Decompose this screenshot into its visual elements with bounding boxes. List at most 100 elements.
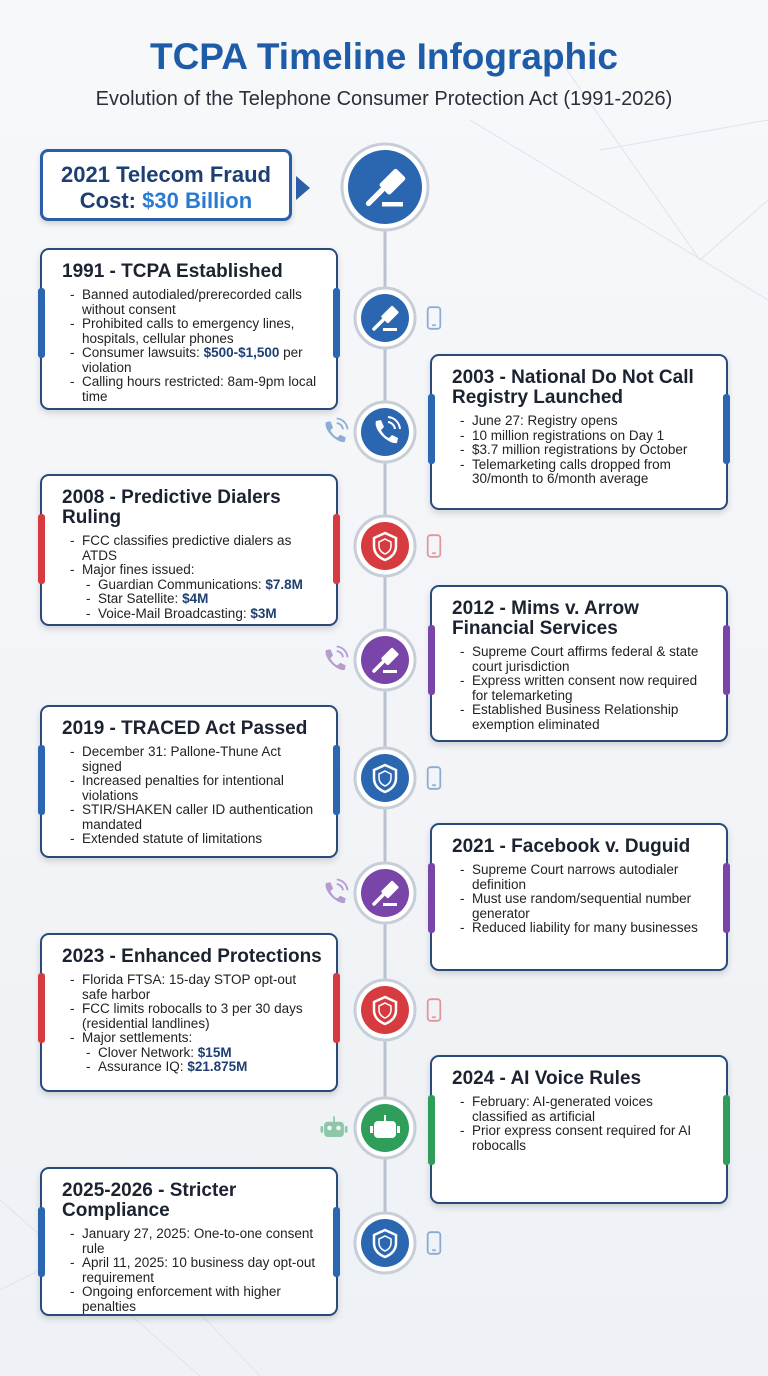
event-items: Supreme Court narrows autodialer definit… — [460, 862, 712, 936]
gavel-head — [381, 880, 399, 899]
shield-icon — [372, 531, 398, 562]
event-item: Banned autodialed/prerecorded calls with… — [70, 287, 322, 317]
gavel-head — [381, 305, 399, 324]
robot-ear — [320, 1126, 324, 1133]
shield-inner — [378, 538, 392, 555]
callout-label: Cost: — [79, 188, 137, 213]
mobile-body — [426, 534, 442, 558]
card-accent — [333, 973, 340, 1043]
side-icon — [320, 1116, 348, 1137]
gavel-handle — [372, 660, 385, 673]
waves — [336, 878, 349, 891]
card-accent — [333, 514, 340, 584]
event-card: 2008 - Predictive Dialers Ruling FCC clas… — [38, 474, 340, 626]
event-item: December 31: Pallone-Thune Act signed — [70, 744, 322, 774]
card-accent — [428, 1095, 435, 1165]
waves — [387, 416, 401, 430]
card-accent — [428, 863, 435, 933]
event-item: Florida FTSA: 15-day STOP opt-out safe h… — [70, 972, 322, 1002]
event-card: 2023 - Enhanced Protections Florida FTSA:… — [38, 933, 340, 1092]
gavel-icon — [372, 880, 399, 906]
mobile-icon — [426, 534, 442, 558]
gavel-handle — [372, 893, 385, 906]
shield-icon — [372, 763, 398, 794]
timeline-node — [353, 1096, 417, 1160]
card-accent — [428, 625, 435, 695]
shield-shape — [372, 1228, 398, 1259]
event-item: June 27: Registry opens — [460, 413, 712, 429]
event-title: 2019 - TRACED Act Passed — [62, 718, 308, 739]
card-accent — [38, 745, 45, 815]
event-item: Extended statute of limitations — [70, 831, 322, 847]
event-title: 2021 - Facebook v. Duguid — [452, 836, 691, 857]
robot-head — [324, 1121, 344, 1137]
callout: 2021 Telecom Fraud Cost: $30 Billion — [40, 149, 292, 221]
event-item: FCC classifies predictive dialers as ATD… — [70, 533, 322, 563]
shield-inner — [378, 1235, 392, 1252]
event-item: Ongoing enforcement with higher penaltie… — [70, 1284, 322, 1314]
event-item: Assurance IQ: $21.875M — [70, 1059, 322, 1075]
phone-icon — [375, 416, 401, 444]
event-item: Major settlements: — [70, 1030, 322, 1046]
event-title: 2008 - Predictive Dialers Ruling — [62, 487, 281, 528]
item-label: Guardian Communications: — [98, 576, 262, 592]
timeline-node — [340, 142, 430, 232]
event-items: Supreme Court affirms federal & state co… — [460, 644, 712, 732]
event-item: $3.7 million registrations by October — [460, 442, 712, 458]
event-item: Guardian Communications: $7.8M — [70, 576, 322, 593]
card-accent — [333, 745, 340, 815]
node-fill — [361, 1219, 409, 1267]
event-card: 2012 - Mims v. Arrow Financial Services S… — [428, 585, 730, 742]
mobile-body — [426, 998, 442, 1022]
event-items: December 31: Pallone-Thune Act signedInc… — [70, 744, 322, 847]
event-items: Florida FTSA: 15-day STOP opt-out safe h… — [70, 972, 322, 1075]
item-label: Consumer lawsuits: — [82, 345, 200, 360]
event-item: February: AI-generated voices classified… — [460, 1094, 712, 1124]
event-card: 2019 - TRACED Act Passed December 31: Pal… — [38, 705, 340, 858]
robot-icon — [370, 1115, 400, 1138]
event-title: 2025-2026 - Stricter Compliance — [62, 1180, 237, 1221]
item-value: $21.875M — [187, 1059, 248, 1074]
item-value: $4M — [182, 591, 209, 606]
shield-inner — [378, 1002, 392, 1019]
event-title: 2012 - Mims v. Arrow Financial Services — [452, 598, 639, 639]
event-item: STIR/SHAKEN caller ID authentication man… — [70, 802, 322, 832]
side-icon — [426, 1231, 442, 1255]
gavel-handle — [365, 187, 385, 207]
gavel-head — [381, 647, 399, 666]
robot-ear — [344, 1126, 348, 1133]
event-item: Telemarketing calls dropped from 30/mont… — [460, 457, 712, 487]
callout-arrow — [296, 176, 310, 200]
event-item: Clover Network: $15M — [70, 1045, 322, 1061]
event-card: 2021 - Facebook v. Duguid Supreme Court n… — [428, 823, 730, 971]
gavel-base — [382, 202, 403, 207]
robot-eye — [377, 1125, 383, 1131]
timeline-node — [353, 861, 417, 925]
event-card: 2025-2026 - Stricter Compliance January 2… — [38, 1167, 340, 1316]
mobile-icon — [426, 998, 442, 1022]
event-item: Major fines issued: — [70, 562, 322, 578]
side-icon — [426, 306, 442, 330]
gavel-base — [383, 903, 397, 906]
side-icon — [325, 645, 349, 671]
card-accent — [333, 1207, 340, 1277]
gavel-icon — [365, 168, 406, 207]
waves — [336, 417, 349, 430]
mobile-body — [426, 306, 442, 330]
card-accent — [723, 625, 730, 695]
call-icon — [325, 417, 349, 443]
background-lines — [0, 59, 768, 1376]
event-item: FCC limits robocalls to 3 per 30 days (r… — [70, 1001, 322, 1031]
callout-line: Cost: $30 Billion — [43, 188, 289, 214]
event-item: April 11, 2025: 10 business day opt-out … — [70, 1255, 322, 1285]
event-title: 2023 - Enhanced Protections — [62, 946, 322, 967]
event-card: 2024 - AI Voice Rules February: AI-genera… — [428, 1055, 730, 1204]
side-icon — [325, 417, 349, 443]
event-title: 2024 - AI Voice Rules — [452, 1068, 642, 1089]
shield-shape — [372, 763, 398, 794]
mobile-body — [426, 766, 442, 790]
timeline-node — [353, 746, 417, 810]
item-label: Star Satellite: — [98, 591, 179, 606]
